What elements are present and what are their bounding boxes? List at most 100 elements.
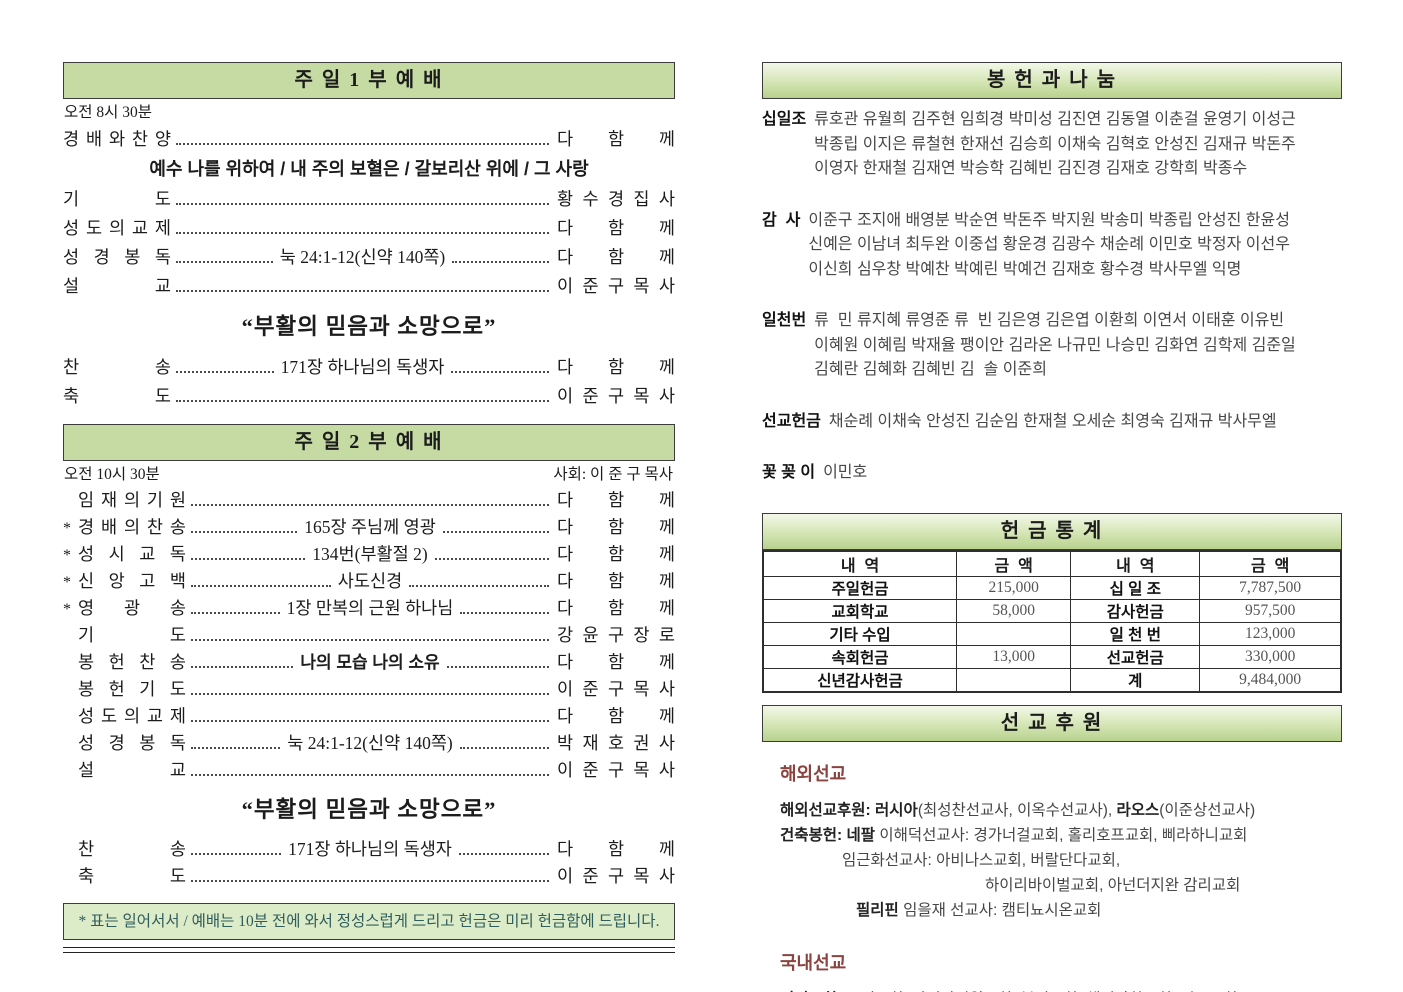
offering-column: 봉 헌 과 나 눔 십일조 류호관 유월희 김주현 임희경 박미성 김진연 김동열…	[762, 62, 1342, 992]
stats-header-cell: 금 액	[956, 550, 1072, 577]
mission-line-text: 임을재 선교사: 캠티뇨시온교회	[898, 901, 1102, 919]
char: 이	[557, 760, 574, 780]
char: 성	[78, 544, 95, 564]
offering-group: 일천번 류 민 류지혜 류영준 류 빈 김은영 김은엽 이환희 이연서 이태훈 이…	[762, 309, 1342, 383]
dotted-leader	[191, 657, 294, 668]
stats-item-cell: 계	[1070, 667, 1201, 692]
char: 함	[607, 706, 625, 726]
char: 봉	[78, 652, 95, 672]
char: 다	[557, 652, 574, 672]
char: 함	[607, 218, 625, 238]
char: 다	[557, 517, 574, 537]
worship-item-detail: 사도신경	[337, 571, 403, 591]
service2-moderator: 사회: 이 준 구 목사	[553, 466, 673, 483]
stats-amount-cell: 215,000	[956, 575, 1072, 600]
char: 께	[658, 129, 675, 149]
offering-names: 류호관 유월희 김주현 임희경 박미성 김진연 김동열 이춘걸 윤영기 이성근 박…	[814, 108, 1342, 182]
char: 사	[658, 733, 675, 753]
dotted-leader	[191, 495, 549, 506]
dotted-leader	[460, 603, 549, 614]
char: 함	[607, 652, 625, 672]
char: 도	[169, 866, 186, 886]
domestic-heading: 국내선교	[780, 952, 847, 973]
stats-header-cell: 내 역	[1070, 550, 1201, 577]
worship-item-detail: 나의 모습 나의 소유	[300, 653, 440, 672]
dotted-leader	[191, 630, 549, 641]
mission-line-emphasis: 비전교회:	[780, 991, 847, 992]
worship-row: 찬 송 171장 하나님의 독생자 다 함 께	[63, 836, 675, 863]
char: 도	[169, 679, 186, 699]
char: 준	[582, 679, 599, 699]
char: 의	[123, 490, 141, 510]
char: 함	[607, 839, 625, 859]
char: 제	[154, 218, 171, 238]
char: 이	[557, 276, 574, 296]
char: 신	[78, 571, 95, 591]
char: 배	[85, 129, 103, 149]
char: 사	[658, 760, 675, 780]
stats-row: 속회헌금 13,000 선교헌금 330,000	[762, 644, 1342, 669]
char: 헌	[108, 652, 125, 672]
offering-names: 이민호	[823, 461, 1342, 486]
dotted-leader	[176, 134, 549, 145]
mission-line: 해외선교후원: 러시아(최성찬선교사, 이옥수선교사), 라오스(이준상선교사)	[780, 798, 1342, 823]
dotted-leader	[452, 252, 549, 263]
offering-header: 봉 헌 과 나 눔	[762, 62, 1342, 99]
mission-line: 건축봉헌: 네팔 이해덕선교사: 경가너걸교회, 홀리호프교회, 삐라하니교회	[780, 823, 1342, 848]
overseas-lines: 해외선교후원: 러시아(최성찬선교사, 이옥수선교사), 라오스(이준상선교사)…	[780, 798, 1342, 923]
stats-item-cell: 주일헌금	[762, 575, 958, 600]
char: 다	[557, 357, 574, 377]
char: 성	[63, 218, 80, 238]
standing-asterisk: *	[63, 547, 71, 564]
bottom-double-rule	[63, 947, 675, 953]
sermon-title: “부활의 믿음과 소망으로”	[241, 314, 497, 339]
offering-names-line: 김혜란 김혜화 김혜빈 김 솔 이준희	[814, 361, 1047, 378]
char: 도	[85, 218, 103, 238]
char: 송	[169, 517, 186, 537]
char: 경	[108, 733, 125, 753]
overseas-heading: 해외선교	[780, 763, 847, 784]
char: 함	[607, 544, 625, 564]
offering-names: 류 민 류지혜 류영준 류 빈 김은영 김은엽 이환희 이연서 이태훈 이유빈 이…	[814, 309, 1342, 383]
char: 목	[633, 866, 650, 886]
service2-order: 임 재 의 기 원 다 함 께 * 경 배 의 찬 송 165장 주님께 영광 다 함 께 * 성 시 교 독 134번(부활…	[63, 487, 675, 890]
offering-groups: 십일조 류호관 유월희 김주현 임희경 박미성 김진연 김동열 이춘걸 윤영기 이…	[762, 99, 1342, 486]
char: 와	[108, 129, 126, 149]
char: 백	[169, 571, 186, 591]
char: 호	[607, 733, 625, 753]
char: 찬	[131, 129, 149, 149]
dotted-leader	[176, 362, 274, 373]
mission-line-emphasis: 라오스	[1116, 801, 1160, 819]
char: 성	[78, 706, 95, 726]
char: 도	[100, 706, 118, 726]
worship-footnote: * 표는 일어서서 / 예배는 10분 전에 와서 정성스럽게 드리고 헌금은 …	[63, 903, 675, 940]
standing-asterisk: *	[63, 574, 71, 591]
char: 봉	[139, 733, 156, 753]
char: 준	[582, 276, 599, 296]
char: 함	[607, 490, 625, 510]
char: 광	[123, 598, 141, 618]
mission-header: 선 교 후 원	[762, 704, 1342, 742]
mission-line-text: (이준상선교사)	[1159, 801, 1256, 819]
dotted-leader	[434, 549, 549, 560]
char: 영	[78, 598, 95, 618]
stats-amount-cell: 330,000	[1199, 644, 1342, 669]
mission-line: 임근화선교사: 아비나스교회, 버랄단다교회,	[780, 848, 1342, 873]
char: 목	[633, 760, 650, 780]
stats-item-cell: 선교헌금	[1070, 644, 1201, 669]
offering-label: 꽃 꽂 이	[762, 464, 816, 481]
